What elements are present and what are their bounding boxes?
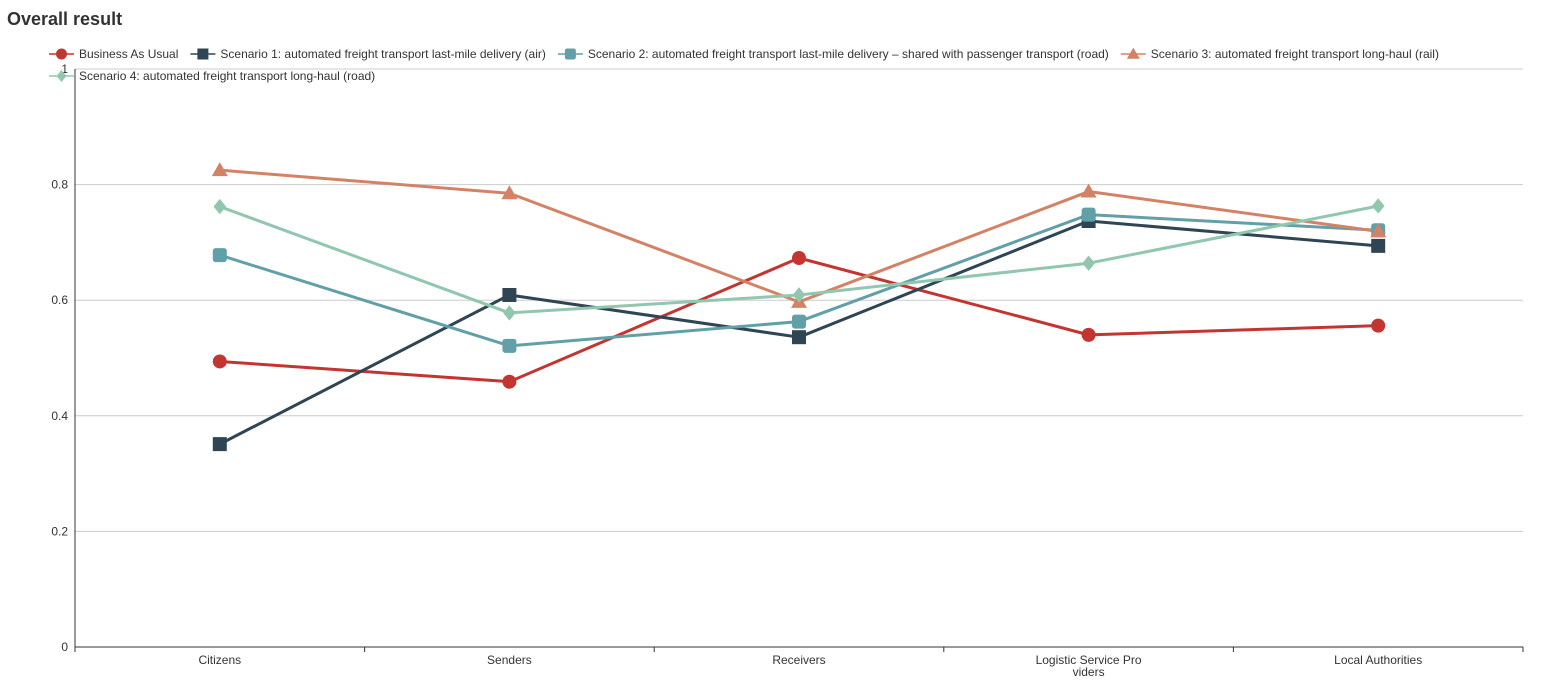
data-point[interactable] — [1371, 318, 1386, 333]
legend-label: Scenario 1: automated freight transport … — [220, 47, 545, 61]
data-point[interactable] — [212, 437, 227, 452]
legend-marker — [197, 48, 209, 60]
y-tick-label: 0.8 — [51, 178, 68, 192]
series-markers — [212, 251, 1386, 389]
page-title: Overall result — [7, 9, 123, 29]
data-point[interactable] — [1370, 223, 1387, 238]
legend-label: Scenario 3: automated freight transport … — [1151, 47, 1439, 61]
data-point[interactable] — [1081, 207, 1096, 222]
data-point[interactable] — [212, 354, 227, 369]
series-scenario-3 — [219, 168, 1379, 304]
legend-item[interactable]: Business As Usual — [49, 47, 178, 61]
series-line — [219, 168, 1379, 304]
data-point[interactable] — [1371, 198, 1385, 214]
x-tick-label: Citizens — [198, 653, 241, 667]
legend-marker — [56, 48, 67, 60]
x-tick-label: Senders — [487, 653, 532, 667]
legend-label: Scenario 2: automated freight transport … — [588, 47, 1109, 61]
data-point[interactable] — [1081, 327, 1096, 342]
legend-marker — [56, 69, 67, 83]
y-tick-label: 0.2 — [51, 524, 68, 538]
series-markers — [211, 162, 1387, 308]
series-markers — [213, 198, 1385, 321]
data-point[interactable] — [213, 198, 227, 215]
data-point[interactable] — [211, 162, 228, 177]
series-markers — [212, 207, 1386, 353]
x-tick-label: Local Authorities — [1334, 653, 1422, 667]
legend-label: Business As Usual — [79, 47, 178, 61]
data-point[interactable] — [502, 338, 517, 353]
legend[interactable]: Business As Usual Scenario 1: automated f… — [49, 47, 1439, 83]
legend-marker — [564, 48, 576, 60]
data-point[interactable] — [501, 185, 518, 200]
legend-item[interactable]: Scenario 1: automated freight transport … — [190, 47, 546, 61]
y-tick-label: 0.4 — [51, 409, 68, 423]
data-point[interactable] — [1080, 183, 1097, 198]
data-point[interactable] — [502, 374, 517, 389]
y-tick-label: 0.6 — [51, 293, 68, 307]
data-point[interactable] — [1082, 255, 1095, 271]
data-point[interactable] — [212, 248, 227, 263]
legend-item[interactable]: Scenario 2: automated freight transport … — [557, 47, 1109, 61]
data-point[interactable] — [792, 287, 806, 303]
data-point[interactable] — [502, 287, 517, 302]
data-point[interactable] — [792, 330, 806, 345]
data-point[interactable] — [503, 305, 516, 321]
legend-marker — [1126, 47, 1140, 59]
y-tick-label: 1 — [61, 62, 68, 76]
legend-item[interactable]: Scenario 3: automated freight transport … — [1120, 47, 1439, 61]
data-point[interactable] — [792, 251, 806, 266]
data-point[interactable] — [1371, 238, 1386, 253]
legend-label: Scenario 4: automated freight transport … — [79, 69, 375, 83]
x-tick-label: Receivers — [772, 653, 825, 667]
legend-item[interactable]: Scenario 4: automated freight transport … — [49, 69, 375, 83]
x-tick-label: Logistic Service Pro viders — [1036, 653, 1142, 679]
data-point[interactable] — [792, 314, 806, 329]
y-tick-label: 0 — [61, 640, 68, 654]
axes: 0 0.2 0.4 0.6 0.8 1 Citizens Senders Receivers Lo… — [51, 62, 1524, 679]
series-layer — [211, 162, 1387, 452]
